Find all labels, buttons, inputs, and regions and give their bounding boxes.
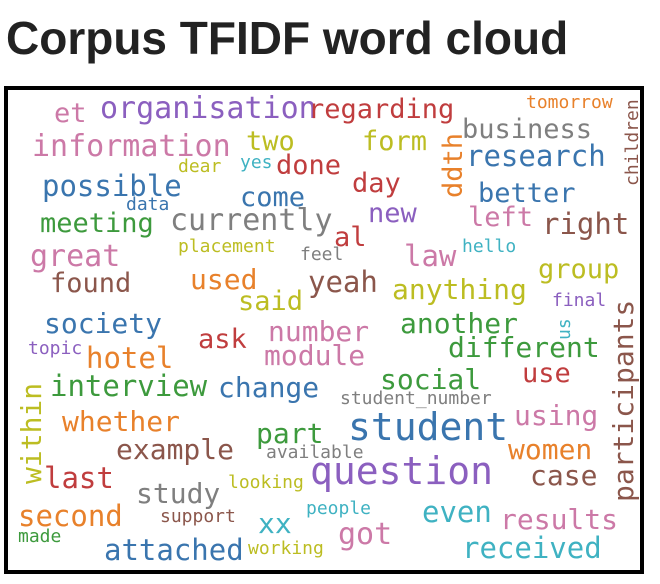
word-come: come	[240, 182, 306, 213]
word-final: final	[552, 290, 607, 311]
word-possible: possible	[42, 169, 182, 203]
word-another: another	[400, 307, 519, 340]
word-hello: hello	[462, 236, 517, 257]
word-question: question	[310, 449, 494, 493]
word-hotel: hotel	[86, 341, 174, 375]
word-case: case	[530, 459, 598, 492]
word-two: two	[246, 126, 295, 157]
word-student: student	[348, 405, 509, 449]
word-business: business	[462, 114, 593, 145]
word-currently: currently	[170, 203, 333, 238]
word-received: received	[462, 531, 602, 565]
word-group: group	[538, 254, 620, 285]
word-xx: xx	[258, 507, 292, 540]
word-even: even	[422, 495, 492, 529]
word-said: said	[238, 286, 304, 317]
word-available: available	[266, 442, 364, 463]
page-title: Corpus TFIDF word cloud	[6, 12, 569, 64]
word-looking: looking	[228, 472, 304, 493]
word-number: number	[268, 315, 370, 348]
word-topic: topic	[28, 338, 83, 359]
word-tomorrow: tomorrow	[526, 92, 613, 113]
word-better: better	[478, 178, 576, 209]
word-made: made	[18, 526, 62, 547]
word-module: module	[264, 339, 366, 372]
word-within: within	[15, 382, 48, 484]
word-last: last	[44, 461, 114, 495]
word-yeah: yeah	[308, 265, 378, 299]
word-children: children	[622, 99, 643, 186]
word-working: working	[248, 538, 324, 559]
word-found: found	[50, 268, 132, 299]
word-great: great	[30, 239, 121, 274]
word-got: got	[338, 517, 393, 552]
word-interview: interview	[50, 369, 208, 403]
word-dear: dear	[178, 156, 222, 177]
word-feel: feel	[300, 244, 344, 265]
word-regarding: regarding	[308, 94, 455, 125]
word-different: different	[448, 331, 600, 364]
word-new: new	[368, 198, 417, 229]
word-day: day	[352, 168, 401, 199]
word-done: done	[276, 150, 342, 181]
word-used: used	[190, 263, 258, 296]
word-society: society	[44, 307, 163, 340]
word-whether: whether	[62, 405, 181, 438]
word-social: social	[380, 363, 482, 396]
word-results: results	[500, 503, 619, 536]
word-support: support	[160, 506, 236, 527]
word-ask: ask	[198, 324, 247, 355]
word-right: right	[542, 207, 630, 241]
word-second: second	[18, 499, 123, 533]
word-data: data	[126, 194, 170, 215]
word-cloud-frame: et organisation regarding tomorrow informati…	[4, 86, 644, 574]
word-part: part	[256, 417, 324, 450]
word-cloud: et organisation regarding tomorrow informati…	[8, 90, 640, 570]
word-research: research	[466, 139, 606, 173]
word-use: use	[522, 358, 571, 389]
word-law: law	[404, 239, 457, 273]
word-et: et	[54, 98, 87, 129]
word-placement: placement	[178, 236, 276, 257]
word-attached: attached	[104, 533, 244, 567]
word-using: using	[514, 399, 599, 432]
word-student-number: student_number	[340, 388, 492, 409]
word-organisation: organisation	[100, 91, 317, 126]
word-women: women	[508, 433, 593, 466]
word-form: form	[362, 126, 428, 157]
word-example: example	[116, 433, 235, 466]
word-change: change	[218, 371, 320, 404]
word-people: people	[306, 498, 372, 519]
word-ddth: ddth	[438, 132, 469, 198]
word-meeting: meeting	[40, 208, 154, 239]
word-anything: anything	[392, 273, 527, 306]
word-al: al	[334, 222, 367, 253]
word-participants: participants	[607, 299, 640, 502]
word-information: information	[32, 129, 231, 164]
word-study: study	[136, 477, 221, 510]
word-yes: yes	[240, 152, 273, 173]
word-left: left	[468, 202, 534, 233]
